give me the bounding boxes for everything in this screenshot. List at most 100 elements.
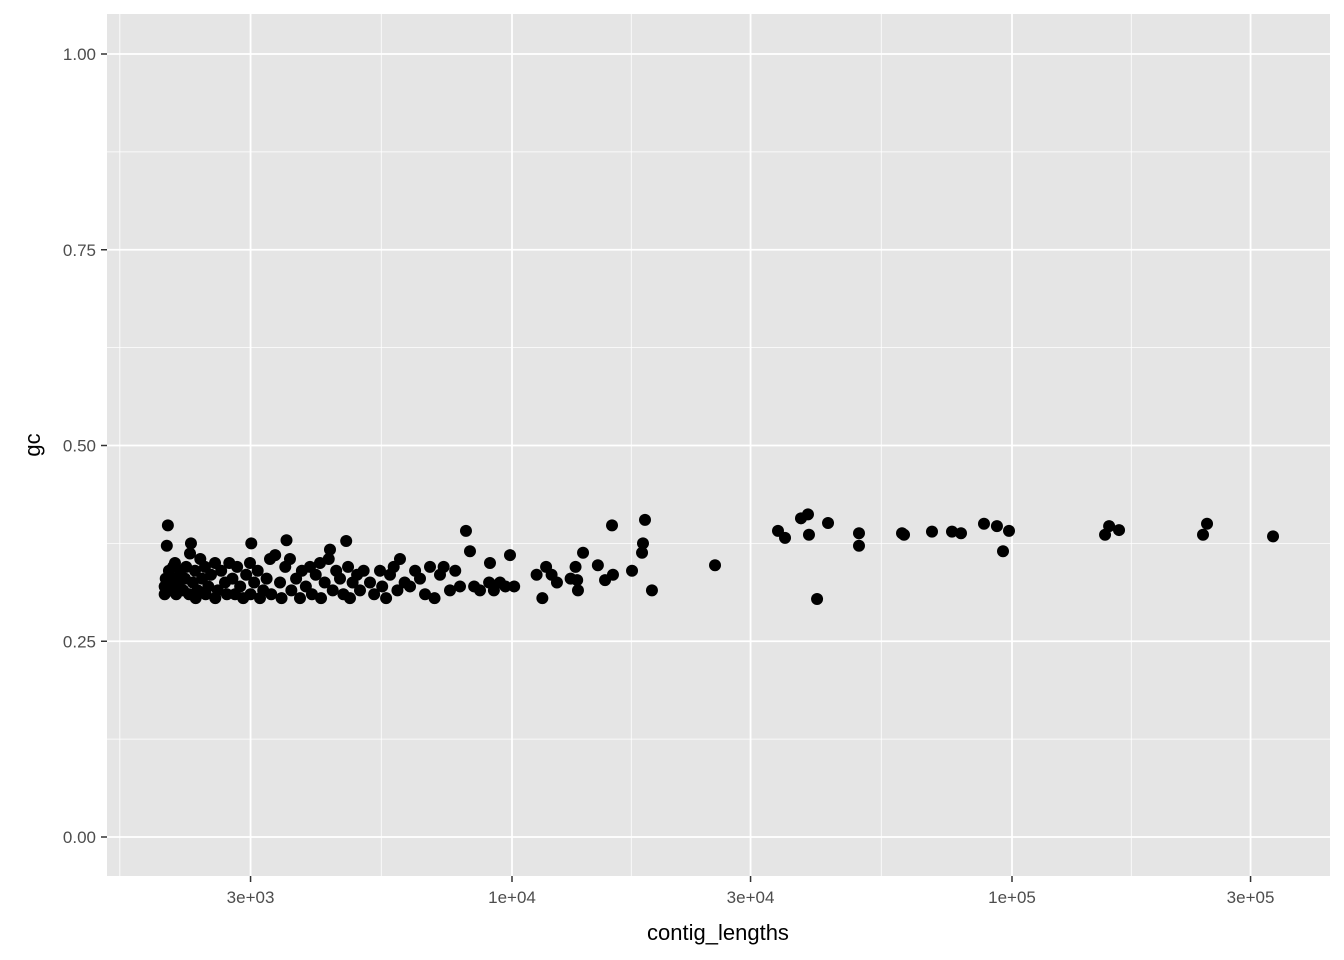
data-point: [571, 584, 584, 597]
data-point: [977, 517, 990, 530]
y-tick-label: 0.75: [63, 241, 96, 260]
data-point: [305, 588, 318, 601]
data-point: [326, 584, 339, 597]
data-point: [373, 564, 386, 577]
data-point: [204, 568, 217, 581]
data-point: [550, 576, 563, 589]
data-point: [709, 559, 722, 572]
data-point: [244, 588, 257, 601]
data-point: [380, 592, 393, 605]
data-point: [342, 560, 355, 573]
data-point: [275, 592, 288, 605]
data-point: [283, 553, 296, 566]
data-point: [1103, 520, 1116, 533]
data-point: [955, 527, 968, 540]
data-point: [925, 525, 938, 538]
data-point: [293, 592, 306, 605]
data-point: [636, 546, 649, 559]
data-point: [243, 556, 256, 569]
data-point: [811, 592, 824, 605]
data-point: [245, 537, 258, 550]
data-point: [343, 592, 356, 605]
data-point: [483, 556, 496, 569]
data-point: [606, 519, 619, 532]
x-tick-label: 1e+04: [488, 888, 536, 907]
data-point: [437, 560, 450, 573]
data-point: [1267, 530, 1280, 543]
data-point: [404, 580, 417, 593]
data-point: [779, 531, 792, 544]
data-point: [265, 588, 278, 601]
data-point: [606, 568, 619, 581]
data-point: [852, 527, 865, 540]
data-point: [189, 564, 202, 577]
data-point: [508, 580, 521, 593]
data-point: [449, 564, 462, 577]
data-point: [1201, 517, 1214, 530]
data-point: [231, 560, 244, 573]
data-point: [391, 584, 404, 597]
y-tick-label: 1.00: [63, 45, 96, 64]
data-point: [334, 572, 347, 585]
x-tick-label: 3e+04: [727, 888, 775, 907]
data-point: [443, 584, 456, 597]
data-point: [419, 588, 432, 601]
data-point: [801, 508, 814, 521]
data-point: [285, 584, 298, 597]
data-point: [274, 576, 287, 589]
data-point: [428, 592, 441, 605]
y-axis-title: gc: [20, 433, 45, 456]
data-point: [215, 564, 228, 577]
data-point: [357, 564, 370, 577]
y-tick-label: 0.00: [63, 828, 96, 847]
data-point: [577, 546, 590, 559]
data-point: [184, 547, 197, 560]
y-tick-label: 0.25: [63, 632, 96, 651]
data-point: [990, 520, 1003, 533]
data-point: [240, 568, 253, 581]
data-point: [184, 537, 197, 550]
data-point: [459, 524, 472, 537]
data-point: [202, 580, 215, 593]
data-point: [393, 553, 406, 566]
data-point: [499, 580, 512, 593]
data-point: [315, 592, 328, 605]
data-point: [626, 564, 639, 577]
data-point: [251, 564, 264, 577]
data-point: [368, 588, 381, 601]
data-point: [424, 560, 437, 573]
x-axis-title: contig_lengths: [647, 920, 789, 945]
x-tick-label: 3e+03: [227, 888, 275, 907]
data-point: [898, 528, 911, 541]
data-point: [376, 580, 389, 593]
y-tick-label: 0.50: [63, 437, 96, 456]
data-point: [226, 572, 239, 585]
data-point: [309, 568, 322, 581]
x-tick-label: 3e+05: [1227, 888, 1275, 907]
data-point: [1197, 528, 1210, 541]
data-point: [503, 549, 516, 562]
data-point: [323, 543, 336, 556]
data-point: [822, 517, 835, 530]
data-point: [161, 519, 174, 532]
data-point: [234, 580, 247, 593]
data-point: [536, 592, 549, 605]
data-point: [354, 584, 367, 597]
data-point: [996, 545, 1009, 558]
data-point: [530, 568, 543, 581]
data-point: [160, 539, 173, 552]
data-point: [636, 537, 649, 550]
data-point: [569, 560, 582, 573]
data-point: [946, 525, 959, 538]
data-point: [645, 584, 658, 597]
data-point: [571, 574, 584, 587]
data-point: [638, 513, 651, 526]
data-point: [364, 576, 377, 589]
data-point: [340, 535, 353, 548]
data-point: [802, 528, 815, 541]
data-point: [269, 549, 282, 562]
data-point: [463, 545, 476, 558]
data-point: [248, 576, 261, 589]
data-point: [852, 539, 865, 552]
